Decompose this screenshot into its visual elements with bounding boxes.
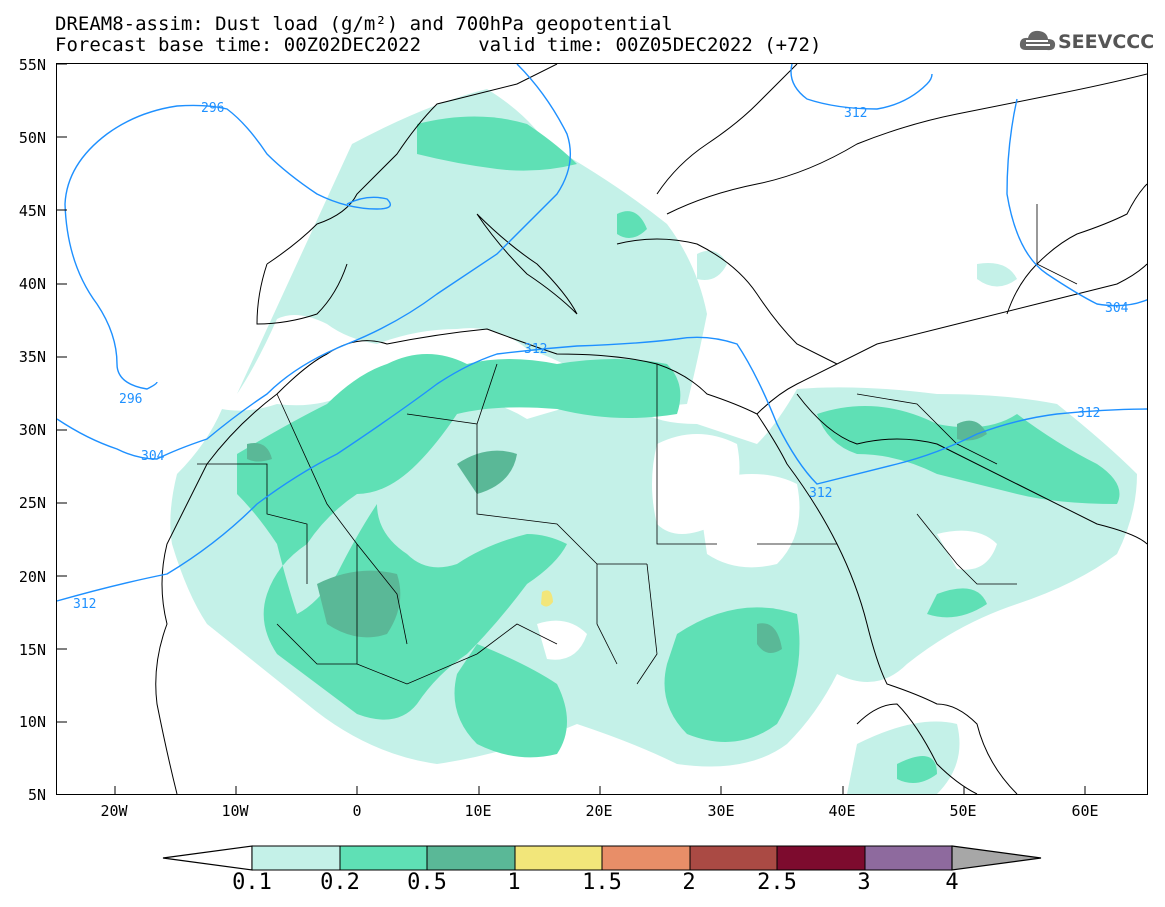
lat-label: 30N bbox=[18, 421, 46, 439]
map-subtitle-times: Forecast base time: 00Z02DEC2022 valid t… bbox=[55, 34, 822, 56]
dust-layer-gaps bbox=[537, 434, 997, 660]
lon-label: 40E bbox=[828, 802, 856, 820]
lat-label: 5N bbox=[27, 786, 46, 804]
colorbar-label: 1 bbox=[507, 870, 521, 895]
svg-text:312: 312 bbox=[73, 597, 96, 612]
colorbar-cell bbox=[514, 845, 603, 871]
colorbar-label: 0.1 bbox=[232, 870, 272, 895]
seevccc-logo-text: SEEVCCC bbox=[1058, 31, 1155, 53]
colorbar-cell bbox=[251, 845, 341, 871]
colorbar-cell bbox=[864, 845, 953, 871]
lat-label: 25N bbox=[18, 494, 46, 512]
colorbar-label: 1.5 bbox=[582, 870, 622, 895]
lon-label: 60E bbox=[1071, 802, 1099, 820]
dust-map: 296 312 296 304 312 312 312 304 312 bbox=[56, 63, 1148, 795]
lat-label: 40N bbox=[18, 275, 46, 293]
colorbar-cell bbox=[339, 845, 428, 871]
svg-text:312: 312 bbox=[1077, 406, 1100, 421]
colorbar-low-arrow bbox=[162, 845, 253, 871]
lat-label: 10N bbox=[18, 713, 46, 731]
svg-text:304: 304 bbox=[141, 449, 165, 464]
svg-text:296: 296 bbox=[119, 392, 142, 407]
svg-text:304: 304 bbox=[1105, 301, 1129, 316]
colorbar-label: 0.2 bbox=[320, 870, 360, 895]
colorbar-label: 4 bbox=[945, 870, 959, 895]
lat-label: 55N bbox=[18, 56, 46, 74]
dust-layer-dark bbox=[247, 420, 987, 653]
colorbar-high-arrow bbox=[951, 845, 1042, 871]
colorbar-label: 2 bbox=[682, 870, 696, 895]
contour-labels: 296 312 296 304 312 312 312 304 312 bbox=[73, 101, 1129, 612]
colorbar-cell bbox=[601, 845, 691, 871]
lat-label: 20N bbox=[18, 568, 46, 586]
lon-label: 50E bbox=[949, 802, 977, 820]
lon-label: 0 bbox=[352, 802, 362, 820]
lon-label: 10W bbox=[221, 802, 249, 820]
svg-text:296: 296 bbox=[201, 101, 224, 116]
country-borders bbox=[197, 204, 1078, 685]
colorbar-cell bbox=[426, 845, 516, 871]
lon-label: 20W bbox=[100, 802, 128, 820]
colorbar-label: 3 bbox=[857, 870, 871, 895]
lon-label: 20E bbox=[585, 802, 613, 820]
svg-text:312: 312 bbox=[844, 106, 867, 121]
geopotential-contours bbox=[57, 64, 1147, 602]
svg-text:312: 312 bbox=[809, 486, 832, 501]
dust-peak-yellow bbox=[541, 590, 553, 607]
axis-ticks bbox=[57, 64, 1086, 794]
lat-label: 35N bbox=[18, 348, 46, 366]
colorbar-cell bbox=[776, 845, 866, 871]
cloud-logo-icon bbox=[1019, 30, 1056, 51]
lat-label: 50N bbox=[18, 129, 46, 147]
colorbar bbox=[162, 845, 1042, 871]
lon-label: 10E bbox=[464, 802, 492, 820]
lon-label: 30E bbox=[707, 802, 735, 820]
lat-label: 15N bbox=[18, 641, 46, 659]
map-canvas: 296 312 296 304 312 312 312 304 312 bbox=[57, 64, 1147, 794]
colorbar-label: 2.5 bbox=[757, 870, 797, 895]
colorbar-label: 0.5 bbox=[407, 870, 447, 895]
map-title: DREAM8-assim: Dust load (g/m²) and 700hP… bbox=[55, 13, 673, 35]
coastlines bbox=[155, 64, 1147, 794]
lat-label: 45N bbox=[18, 202, 46, 220]
svg-text:312: 312 bbox=[524, 342, 547, 357]
colorbar-cell bbox=[689, 845, 778, 871]
